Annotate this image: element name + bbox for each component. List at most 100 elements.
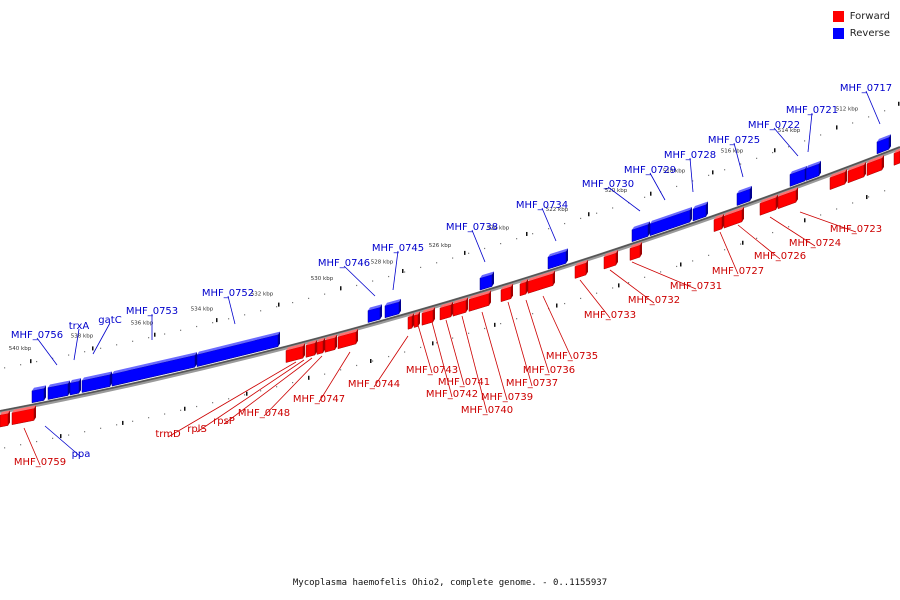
forward-gene[interactable] [829, 169, 847, 190]
forward-gene[interactable] [527, 270, 555, 294]
scale-tick-lower [122, 420, 124, 425]
forward-gene[interactable] [629, 242, 642, 261]
forward-gene[interactable] [439, 301, 453, 321]
reverse-gene[interactable] [649, 207, 692, 237]
scale-dot-upper [20, 364, 22, 366]
forward-gene[interactable] [519, 278, 528, 297]
gene-label[interactable]: MHF_0747 [293, 394, 345, 405]
gene-label[interactable]: MHF_0735 [546, 351, 598, 362]
forward-gene[interactable] [847, 161, 866, 184]
scale-dot-lower [372, 360, 374, 362]
gene-label[interactable]: MHF_0743 [406, 365, 458, 376]
gene-label[interactable]: MHF_0756 [11, 330, 63, 341]
reverse-gene[interactable] [69, 378, 81, 396]
gene-label[interactable]: MHF_0723 [830, 224, 882, 235]
gene-label[interactable]: MHF_0732 [628, 295, 680, 306]
scale-dot-lower [436, 342, 438, 344]
gene-label[interactable]: MHF_0746 [318, 258, 370, 269]
gene-label[interactable]: MHF_0752 [202, 288, 254, 299]
gene-label[interactable]: MHF_0742 [426, 389, 478, 400]
reverse-gene[interactable] [31, 385, 46, 404]
reverse-gene[interactable] [805, 160, 821, 181]
reverse-gene[interactable] [547, 248, 568, 270]
scale-dot-lower [420, 346, 422, 349]
gene-label[interactable]: MHF_0728 [664, 150, 716, 161]
forward-gene[interactable] [452, 297, 468, 317]
gene-label[interactable]: MHF_0717 [840, 83, 892, 94]
scale-dot-lower [356, 364, 358, 367]
gene-label[interactable]: MHF_0745 [372, 243, 424, 254]
tick-label: 514 kbp [778, 128, 801, 134]
scale-dot-upper [500, 243, 502, 245]
forward-gene[interactable] [468, 290, 491, 312]
gene-label[interactable]: MHF_0721 [786, 105, 838, 116]
gene-label[interactable]: MHF_0734 [516, 200, 568, 211]
gene-label[interactable]: rplS [187, 424, 207, 435]
forward-gene[interactable] [413, 311, 420, 328]
forward-gene[interactable] [777, 187, 798, 210]
forward-gene[interactable] [603, 250, 618, 270]
forward-gene[interactable] [324, 334, 337, 353]
gene-label[interactable]: rpsP [213, 416, 235, 427]
forward-gene[interactable] [0, 410, 10, 428]
forward-gene[interactable] [285, 343, 305, 363]
reverse-gene[interactable] [631, 221, 650, 243]
gene-label[interactable]: ppa [72, 449, 91, 460]
reverse-gene[interactable] [736, 185, 752, 206]
scale-dot-upper [548, 228, 550, 230]
gene-label[interactable]: MHF_0729 [624, 165, 676, 176]
gene-label[interactable]: MHF_0744 [348, 379, 400, 390]
reverse-gene[interactable] [367, 304, 382, 323]
gene-label[interactable]: gatC [98, 315, 121, 326]
gene-label[interactable]: MHF_0724 [789, 238, 841, 249]
reverse-gene[interactable] [47, 380, 70, 400]
scale-dot-lower [500, 323, 502, 325]
reverse-gene[interactable] [692, 201, 708, 222]
forward-gene[interactable] [713, 213, 724, 233]
forward-gene[interactable] [574, 259, 588, 279]
gene-label[interactable]: MHF_0730 [582, 179, 634, 190]
leader-line [542, 295, 573, 360]
gene-label[interactable]: MHF_0736 [523, 365, 575, 376]
gene-label[interactable]: MHF_0726 [754, 251, 806, 262]
reverse-gene[interactable] [196, 331, 280, 368]
gene-label[interactable]: MHF_0739 [481, 392, 533, 403]
gene-label[interactable]: MHF_0731 [670, 281, 722, 292]
forward-gene[interactable] [723, 206, 744, 229]
gene-label[interactable]: MHF_0738 [446, 222, 498, 233]
forward-gene[interactable] [407, 313, 414, 330]
forward-gene[interactable] [893, 148, 900, 166]
forward-gene[interactable] [421, 307, 435, 326]
forward-gene[interactable] [866, 154, 884, 177]
gene-label[interactable]: MHF_0733 [584, 310, 636, 321]
gene-label[interactable]: MHF_0725 [708, 135, 760, 146]
gene-label[interactable]: MHF_0759 [14, 457, 66, 468]
scale-dot-upper [708, 174, 710, 176]
reverse-gene[interactable] [111, 352, 197, 387]
reverse-gene[interactable] [81, 371, 112, 393]
forward-gene[interactable] [337, 328, 358, 350]
forward-gene[interactable] [500, 283, 513, 303]
gene-label[interactable]: trxA [69, 321, 90, 332]
scale-tick-upper [712, 170, 714, 175]
reverse-gene[interactable] [384, 298, 401, 319]
leader-line [73, 328, 80, 361]
leader-line [607, 186, 641, 212]
gene-label[interactable]: MHF_0741 [438, 377, 490, 388]
forward-gene[interactable] [305, 339, 317, 358]
gene-label[interactable]: trmD [155, 429, 181, 440]
gene-label[interactable]: MHF_0753 [126, 306, 178, 317]
scale-dot-upper [724, 169, 726, 171]
forward-gene[interactable] [316, 337, 325, 355]
gene-label[interactable]: MHF_0737 [506, 378, 558, 389]
gene-label[interactable]: MHF_0722 [748, 120, 800, 131]
leader-line [689, 157, 694, 193]
reverse-gene[interactable] [876, 134, 891, 155]
gene-label[interactable]: MHF_0748 [238, 408, 290, 419]
reverse-gene[interactable] [479, 271, 494, 291]
gene-label[interactable]: MHF_0727 [712, 266, 764, 277]
forward-gene[interactable] [11, 405, 36, 425]
forward-gene[interactable] [759, 194, 778, 216]
scale-tick-upper [30, 359, 32, 364]
gene-label[interactable]: MHF_0740 [461, 405, 513, 416]
